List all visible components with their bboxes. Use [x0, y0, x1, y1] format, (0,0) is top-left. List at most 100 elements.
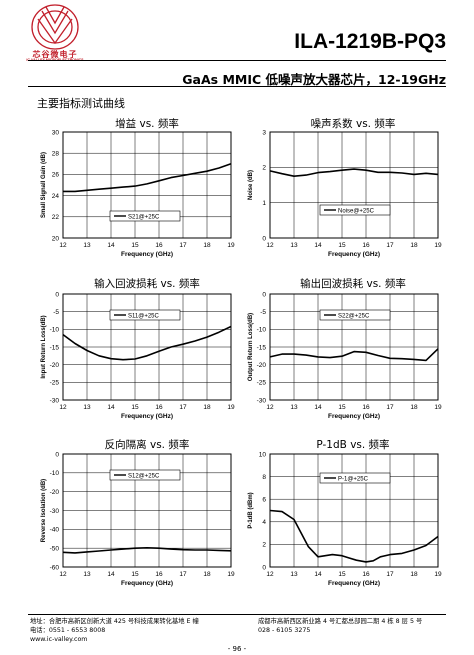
input-return-loss-y-tick: -30 [50, 397, 60, 404]
noise-x-tick: 12 [266, 242, 274, 249]
p1db-x-tick: 18 [410, 571, 418, 578]
reverse-isolation-x-tick: 16 [155, 571, 163, 578]
input-return-loss-y-tick: -15 [50, 344, 60, 351]
output-return-loss-x-tick: 13 [290, 404, 298, 411]
input-return-loss-y-tick: -5 [53, 309, 59, 316]
noise-x-tick: 13 [290, 242, 298, 249]
noise-y-label: Noise (dB) [248, 170, 254, 200]
reverse-isolation-y-tick: 0 [55, 451, 59, 458]
footer-address-left: 地址：合肥市高新区创新大道 425 号科技成果转化基地 E 幢 [30, 618, 199, 625]
input-return-loss-x-tick: 15 [131, 404, 139, 411]
output-return-loss-frame [269, 293, 439, 401]
output-return-loss-y-tick: -10 [257, 327, 267, 334]
noise-y-tick: 3 [262, 129, 266, 136]
reverse-isolation-x-tick: 15 [131, 571, 139, 578]
input-return-loss-x-label: Frequency (GHz) [121, 413, 173, 420]
p1db-legend-box [319, 472, 391, 484]
p1db-legend-label: P-1@+25C [338, 476, 369, 482]
noise-frame [269, 131, 439, 239]
gain-x-tick: 14 [107, 242, 115, 249]
p1db-y-tick: 0 [262, 564, 266, 571]
output-return-loss-x-tick: 15 [338, 404, 346, 411]
gain-x-label: Frequency (GHz) [121, 251, 173, 258]
gain-frame [62, 131, 232, 239]
output-return-loss-x-tick: 18 [410, 404, 418, 411]
input-return-loss-x-tick: 14 [107, 404, 115, 411]
p1db-x-tick: 19 [434, 571, 442, 578]
output-return-loss-y-tick: -15 [257, 344, 267, 351]
p1db-x-label: Frequency (GHz) [328, 580, 380, 587]
gain-y-tick: 20 [52, 235, 60, 242]
noise-x-tick: 19 [434, 242, 442, 249]
header-divider [28, 60, 446, 61]
input-return-loss-frame [62, 293, 232, 401]
input-return-loss-x-tick: 17 [179, 404, 187, 411]
chart-title-gain: 增益 vs. 频率 [115, 118, 179, 130]
output-return-loss-x-tick: 14 [314, 404, 322, 411]
noise-x-tick: 17 [386, 242, 394, 249]
p1db-x-tick: 15 [338, 571, 346, 578]
noise-legend-label: Noise@+25C [338, 208, 375, 214]
p1db-x-tick: 16 [362, 571, 370, 578]
reverse-isolation-x-label: Frequency (GHz) [121, 580, 173, 587]
noise-x-tick: 16 [362, 242, 370, 249]
output-return-loss-legend-box [319, 309, 391, 321]
input-return-loss-series-line [62, 325, 232, 361]
output-return-loss-series-line [269, 348, 439, 362]
gain-x-tick: 18 [203, 242, 211, 249]
gain-x-tick: 15 [131, 242, 139, 249]
p1db-series-line [269, 509, 439, 563]
footer-left: 地址：合肥市高新区创新大道 425 号科技成果转化基地 E 幢 电话：0551 … [30, 617, 199, 644]
gain-y-tick: 24 [52, 193, 60, 200]
gain-legend-label: S21@+25C [128, 214, 160, 220]
chart-title-p1db: P-1dB vs. 频率 [316, 439, 390, 451]
product-subtitle: GaAs MMIC 低噪声放大器芯片，12-19GHz [182, 72, 446, 87]
output-return-loss-y-tick: -25 [257, 380, 267, 387]
noise-x-tick: 15 [338, 242, 346, 249]
output-return-loss-y-tick: 0 [262, 291, 266, 298]
p1db-x-tick: 13 [290, 571, 298, 578]
reverse-isolation-y-tick: -40 [50, 527, 60, 534]
gain-y-tick: 22 [52, 214, 60, 221]
gain-y-tick: 26 [52, 172, 60, 179]
noise-legend-box [319, 204, 391, 216]
noise-x-label: Frequency (GHz) [328, 251, 380, 258]
p1db-y-tick: 2 [262, 542, 266, 549]
footer-address-right: 成都市高新西区新业路 4 号汇都总部园二期 4 栋 8 层 5 号 [258, 618, 423, 625]
chart-title-noise: 噪声系数 vs. 频率 [310, 118, 396, 130]
p1db-x-tick: 12 [266, 571, 274, 578]
input-return-loss-y-tick: -10 [50, 327, 60, 334]
input-return-loss-x-tick: 18 [203, 404, 211, 411]
part-number: ILA-1219B-PQ3 [294, 30, 446, 53]
output-return-loss-y-label: Output Return Loss(dB) [248, 313, 254, 381]
reverse-isolation-x-tick: 17 [179, 571, 187, 578]
company-logo [31, 4, 79, 50]
p1db-y-tick: 4 [262, 519, 266, 526]
gain-y-tick: 28 [52, 151, 60, 158]
gain-x-tick: 12 [59, 242, 67, 249]
input-return-loss-x-tick: 19 [227, 404, 235, 411]
gain-x-tick: 13 [83, 242, 91, 249]
input-return-loss-y-tick: 0 [55, 291, 59, 298]
reverse-isolation-x-tick: 12 [59, 571, 67, 578]
section-title: 主要指标测试曲线 [37, 97, 125, 110]
reverse-isolation-legend-label: S12@+25C [128, 473, 160, 479]
footer-right: 成都市高新西区新业路 4 号汇都总部园二期 4 栋 8 层 5 号 028 - … [258, 617, 422, 635]
input-return-loss-x-tick: 13 [83, 404, 91, 411]
footer-website[interactable]: www.ic-valley.com [30, 636, 88, 643]
output-return-loss-legend-label: S22@+25C [338, 313, 370, 319]
output-return-loss-y-tick: -5 [260, 309, 266, 316]
gain-legend-box [109, 210, 181, 222]
output-return-loss-x-tick: 17 [386, 404, 394, 411]
reverse-isolation-y-tick: -10 [50, 470, 60, 477]
reverse-isolation-y-tick: -20 [50, 489, 60, 496]
chart-title-input-return-loss: 输入回波损耗 vs. 频率 [94, 278, 200, 290]
noise-y-tick: 0 [262, 235, 266, 242]
reverse-isolation-y-tick: -50 [50, 545, 60, 552]
reverse-isolation-y-label: Reverse Isolation (dB) [41, 479, 47, 542]
reverse-isolation-x-tick: 13 [83, 571, 91, 578]
p1db-y-tick: 6 [262, 497, 266, 504]
reverse-isolation-x-tick: 18 [203, 571, 211, 578]
subtitle-divider [28, 86, 446, 87]
